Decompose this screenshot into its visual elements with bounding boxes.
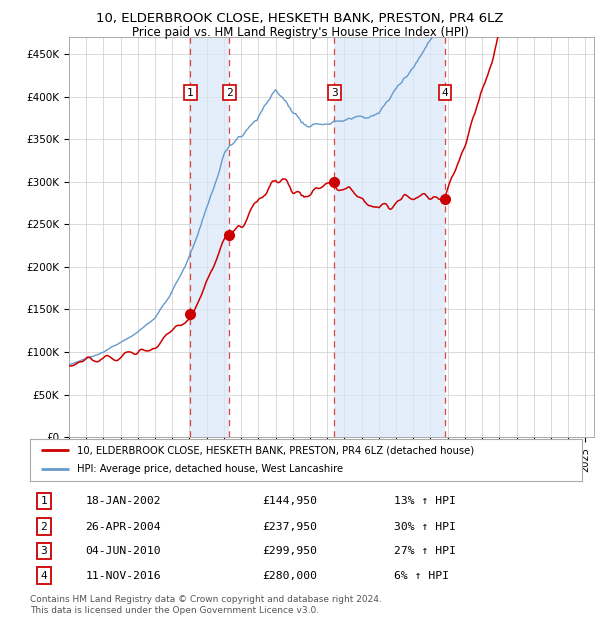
Text: HPI: Average price, detached house, West Lancashire: HPI: Average price, detached house, West… <box>77 464 343 474</box>
Text: £280,000: £280,000 <box>262 570 317 581</box>
Text: 4: 4 <box>40 570 47 581</box>
Text: Price paid vs. HM Land Registry's House Price Index (HPI): Price paid vs. HM Land Registry's House … <box>131 26 469 39</box>
Text: £144,950: £144,950 <box>262 496 317 506</box>
Text: 10, ELDERBROOK CLOSE, HESKETH BANK, PRESTON, PR4 6LZ (detached house): 10, ELDERBROOK CLOSE, HESKETH BANK, PRES… <box>77 445 474 455</box>
Text: 3: 3 <box>40 546 47 556</box>
Text: Contains HM Land Registry data © Crown copyright and database right 2024.
This d: Contains HM Land Registry data © Crown c… <box>30 595 382 614</box>
Text: 3: 3 <box>331 87 338 97</box>
Text: 10, ELDERBROOK CLOSE, HESKETH BANK, PRESTON, PR4 6LZ: 10, ELDERBROOK CLOSE, HESKETH BANK, PRES… <box>96 12 504 25</box>
Text: 6% ↑ HPI: 6% ↑ HPI <box>394 570 449 581</box>
Text: 18-JAN-2002: 18-JAN-2002 <box>85 496 161 506</box>
Text: £299,950: £299,950 <box>262 546 317 556</box>
Text: 2: 2 <box>226 87 233 97</box>
Text: 27% ↑ HPI: 27% ↑ HPI <box>394 546 456 556</box>
Text: 4: 4 <box>442 87 449 97</box>
Text: 1: 1 <box>40 496 47 506</box>
Bar <box>190 37 229 437</box>
Bar <box>334 37 445 437</box>
Text: 04-JUN-2010: 04-JUN-2010 <box>85 546 161 556</box>
Text: 26-APR-2004: 26-APR-2004 <box>85 521 161 531</box>
Text: 2: 2 <box>40 521 47 531</box>
Text: 1: 1 <box>187 87 194 97</box>
Text: 11-NOV-2016: 11-NOV-2016 <box>85 570 161 581</box>
Text: 30% ↑ HPI: 30% ↑ HPI <box>394 521 456 531</box>
Text: £237,950: £237,950 <box>262 521 317 531</box>
Text: 13% ↑ HPI: 13% ↑ HPI <box>394 496 456 506</box>
